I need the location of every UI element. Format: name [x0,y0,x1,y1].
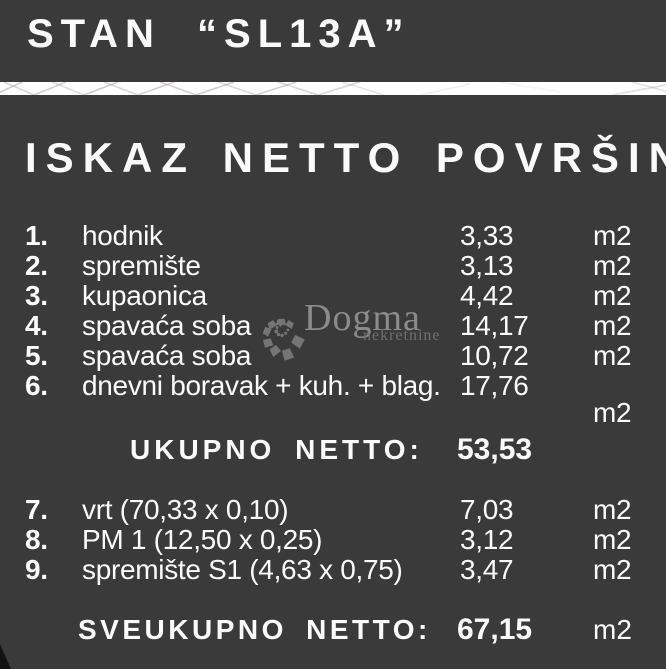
row-unit: m2 [593,280,632,311]
row-value: 14,17 [460,310,529,341]
row-unit: m2 [593,494,632,525]
grand-total-row: SVEUKUPNO NETTO: 67,15 m2 [0,611,666,649]
row-number: 8. [25,524,48,555]
row-value: 4,42 [460,280,514,311]
row-label: hodnik [82,220,163,251]
row-number: 2. [25,250,48,281]
row-number: 5. [25,340,48,371]
row-number: 4. [25,310,48,341]
row-label: spavaća soba [82,340,252,371]
row-label: spremište S1 (4,63 x 0,75) [82,554,403,585]
scan-corner-artifact [0,644,11,669]
table-row: 2. spremište 3,13 m2 [0,251,666,281]
row-number: 3. [25,280,48,311]
row-value: 3,13 [460,250,514,281]
row-unit: m2 [593,524,632,555]
table-row: 9. spremište S1 (4,63 x 0,75) 3,47 m2 [0,555,666,585]
table-row: 5. spavaća soba 10,72 m2 [0,341,666,371]
table-row: 3. kupaonica 4,42 m2 [0,281,666,311]
row-unit: m2 [593,250,632,281]
table-row: 7. vrt (70,33 x 0,10) 7,03 m2 [0,495,666,525]
subtotal-label: UKUPNO NETTO: [130,434,423,465]
row-label: dnevni boravak + kuh. + blag. [82,370,441,401]
grand-total-unit: m2 [593,614,632,645]
row-unit: m2 [593,340,632,371]
row-unit: m2 [593,310,632,341]
grand-total-label: SVEUKUPNO NETTO: [78,614,431,645]
grand-total-value: 67,15 [457,613,533,646]
row-label: spremište [82,250,201,281]
table-row: 6. dnevni boravak + kuh. + blag. 17,76 [0,371,666,401]
row-value: 10,72 [460,340,529,371]
table-row: 8. PM 1 (12,50 x 0,25) 3,12 m2 [0,525,666,555]
row-unit: m2 [593,220,632,251]
row-number: 9. [25,554,48,585]
subtotal-row: UKUPNO NETTO: 53,53 [0,431,666,469]
row-value: 3,33 [460,220,514,251]
row-number: 7. [25,494,48,525]
table-row: 4. spavaća soba 14,17 m2 [0,311,666,341]
row-number: 6. [25,370,48,401]
section-heading: ISKAZ NETTO POVRŠINA [25,134,666,181]
plan-lines-decoration [0,82,666,95]
row-label: vrt (70,33 x 0,10) [82,494,289,525]
subtotal-value: 53,53 [457,433,533,466]
row-number: 1. [25,220,48,251]
row-unit: m2 [593,554,632,585]
row-value: 7,03 [460,494,514,525]
row-value: 3,47 [460,554,514,585]
divider-stripe [0,82,666,95]
row-label: PM 1 (12,50 x 0,25) [82,524,323,555]
page-title: STAN “SL13A” [27,12,411,56]
row-unit: m2 [593,397,632,428]
row-label: spavaća soba [82,310,252,341]
row-value: 17,76 [460,370,529,401]
table-row-unit-only: m2 [0,398,666,428]
table-row: 1. hodnik 3,33 m2 [0,221,666,251]
row-value: 3,12 [460,524,514,555]
row-label: kupaonica [82,280,207,311]
